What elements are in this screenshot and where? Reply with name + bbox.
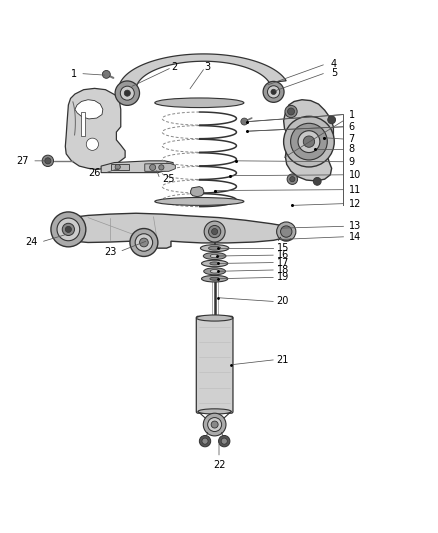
Circle shape	[51, 212, 86, 247]
Polygon shape	[65, 88, 125, 169]
Circle shape	[208, 225, 221, 238]
Polygon shape	[75, 100, 103, 119]
Text: 7: 7	[349, 134, 355, 144]
Text: 6: 6	[349, 122, 355, 132]
Polygon shape	[101, 161, 173, 173]
Text: 8: 8	[349, 144, 355, 155]
Circle shape	[285, 106, 297, 118]
Ellipse shape	[155, 198, 244, 205]
Text: 24: 24	[25, 237, 38, 247]
FancyBboxPatch shape	[196, 316, 233, 413]
Ellipse shape	[204, 268, 226, 275]
Text: 19: 19	[277, 272, 289, 282]
Circle shape	[219, 435, 230, 447]
Circle shape	[202, 438, 208, 444]
Text: 26: 26	[89, 168, 101, 178]
Circle shape	[124, 90, 131, 96]
Text: 12: 12	[349, 199, 361, 208]
Circle shape	[221, 438, 227, 444]
Ellipse shape	[210, 254, 219, 258]
Text: 17: 17	[277, 257, 289, 268]
Ellipse shape	[208, 246, 221, 250]
Circle shape	[313, 177, 321, 185]
Circle shape	[45, 158, 51, 164]
Ellipse shape	[196, 315, 233, 321]
Circle shape	[140, 238, 148, 247]
Circle shape	[42, 155, 53, 166]
Circle shape	[277, 222, 296, 241]
Polygon shape	[284, 100, 333, 181]
Text: 1: 1	[71, 69, 77, 78]
Circle shape	[150, 164, 155, 171]
Polygon shape	[81, 111, 85, 135]
Circle shape	[57, 218, 80, 241]
Circle shape	[328, 116, 336, 124]
Circle shape	[241, 118, 248, 125]
Circle shape	[86, 138, 99, 150]
Circle shape	[290, 123, 327, 160]
Circle shape	[303, 136, 314, 147]
Text: 13: 13	[349, 221, 361, 231]
Circle shape	[281, 226, 292, 237]
Text: 15: 15	[277, 243, 289, 253]
Circle shape	[115, 164, 120, 169]
Ellipse shape	[198, 409, 231, 414]
Circle shape	[115, 81, 140, 106]
Text: 3: 3	[205, 62, 211, 72]
Ellipse shape	[210, 270, 219, 273]
Ellipse shape	[155, 98, 244, 108]
Circle shape	[130, 229, 158, 256]
Ellipse shape	[210, 262, 219, 265]
Polygon shape	[191, 187, 204, 197]
Circle shape	[102, 70, 110, 78]
Circle shape	[268, 86, 280, 98]
Text: 1: 1	[349, 110, 355, 119]
Text: 4: 4	[331, 59, 337, 69]
Text: 21: 21	[277, 355, 289, 365]
Text: 23: 23	[104, 247, 117, 257]
Text: 27: 27	[17, 156, 29, 166]
Text: 9: 9	[349, 157, 355, 167]
Circle shape	[159, 165, 164, 170]
Circle shape	[204, 221, 225, 242]
Text: 16: 16	[277, 250, 289, 260]
Ellipse shape	[201, 260, 228, 266]
Polygon shape	[64, 213, 293, 248]
Circle shape	[288, 108, 294, 115]
Text: 18: 18	[277, 265, 289, 275]
Text: 20: 20	[277, 296, 289, 306]
Polygon shape	[145, 164, 175, 171]
Circle shape	[287, 174, 297, 184]
Circle shape	[135, 234, 152, 251]
Circle shape	[212, 229, 218, 235]
Circle shape	[199, 435, 211, 447]
Ellipse shape	[203, 253, 226, 260]
Text: 14: 14	[349, 232, 361, 242]
Circle shape	[120, 86, 134, 100]
Circle shape	[208, 417, 222, 432]
Circle shape	[298, 131, 320, 152]
Text: 10: 10	[349, 170, 361, 180]
Circle shape	[211, 421, 218, 428]
Ellipse shape	[201, 245, 229, 252]
Circle shape	[284, 116, 334, 167]
Polygon shape	[111, 164, 130, 171]
Ellipse shape	[210, 277, 219, 280]
Text: 22: 22	[213, 461, 225, 470]
Text: 5: 5	[331, 68, 337, 78]
Circle shape	[271, 89, 276, 94]
Circle shape	[263, 82, 284, 102]
Circle shape	[62, 223, 74, 236]
Circle shape	[203, 413, 226, 436]
Polygon shape	[120, 54, 286, 85]
Text: 25: 25	[162, 174, 175, 184]
Circle shape	[65, 227, 71, 232]
Text: 2: 2	[171, 62, 177, 72]
Ellipse shape	[201, 276, 228, 282]
Text: 11: 11	[349, 184, 361, 195]
Circle shape	[290, 176, 295, 182]
